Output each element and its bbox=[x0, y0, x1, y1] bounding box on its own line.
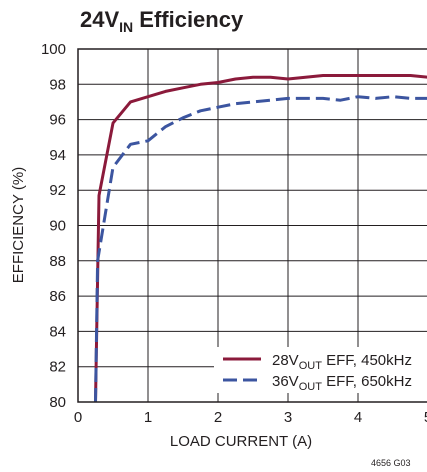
legend-36vout-subscript: OUT bbox=[299, 381, 323, 393]
legend-entry-28vout: 28VOUT EFF, 450kHz bbox=[272, 352, 412, 372]
chart-title-prefix: 24V bbox=[80, 7, 119, 32]
legend-28vout-prefix: 28V bbox=[272, 352, 299, 369]
chart-title-suffix: Efficiency bbox=[133, 7, 244, 32]
legend-36vout-suffix: EFF, 650kHz bbox=[322, 373, 412, 390]
chart-title-subscript: IN bbox=[119, 19, 133, 35]
y-tick-label: 98 bbox=[49, 76, 66, 93]
x-tick-label: 3 bbox=[284, 409, 292, 426]
y-axis-label: EFFICIENCY (%) bbox=[10, 167, 27, 283]
y-tick-label: 94 bbox=[49, 147, 66, 164]
figure-code: 4656 G03 bbox=[371, 458, 411, 468]
y-tick-label: 80 bbox=[49, 394, 66, 411]
series-line-36vout bbox=[94, 95, 427, 402]
series-layer bbox=[94, 74, 427, 402]
legend-entry-36vout: 36VOUT EFF, 650kHz bbox=[272, 373, 412, 393]
x-tick-label: 4 bbox=[354, 409, 362, 426]
y-tick-label: 90 bbox=[49, 218, 66, 235]
x-tick-label: 5 bbox=[424, 409, 427, 426]
x-tick-label: 1 bbox=[144, 409, 152, 426]
y-tick-labels: 80 82 84 86 88 90 92 94 96 98 100 bbox=[41, 41, 66, 411]
y-tick-label: 82 bbox=[49, 359, 66, 376]
y-tick-label: 100 bbox=[41, 41, 66, 58]
y-tick-label: 88 bbox=[49, 253, 66, 270]
grid-lines bbox=[78, 49, 427, 402]
series-line-28vout bbox=[94, 74, 427, 402]
y-tick-label: 92 bbox=[49, 182, 66, 199]
legend-background bbox=[214, 347, 427, 393]
legend-36vout-prefix: 36V bbox=[272, 373, 299, 390]
x-tick-labels: 0 1 2 3 4 5 bbox=[74, 409, 427, 426]
x-axis-label: LOAD CURRENT (A) bbox=[170, 433, 312, 450]
chart-title: 24VIN Efficiency bbox=[80, 7, 244, 35]
plot-frame bbox=[77, 48, 427, 403]
legend-28vout-subscript: OUT bbox=[299, 360, 323, 372]
y-tick-label: 84 bbox=[49, 323, 66, 340]
y-tick-label: 96 bbox=[49, 112, 66, 129]
x-tick-label: 0 bbox=[74, 409, 82, 426]
x-tick-label: 2 bbox=[214, 409, 222, 426]
legend: 28VOUT EFF, 450kHz 36VOUT EFF, 650kHz bbox=[214, 347, 427, 393]
legend-28vout-suffix: EFF, 450kHz bbox=[322, 352, 412, 369]
y-tick-label: 86 bbox=[49, 288, 66, 305]
